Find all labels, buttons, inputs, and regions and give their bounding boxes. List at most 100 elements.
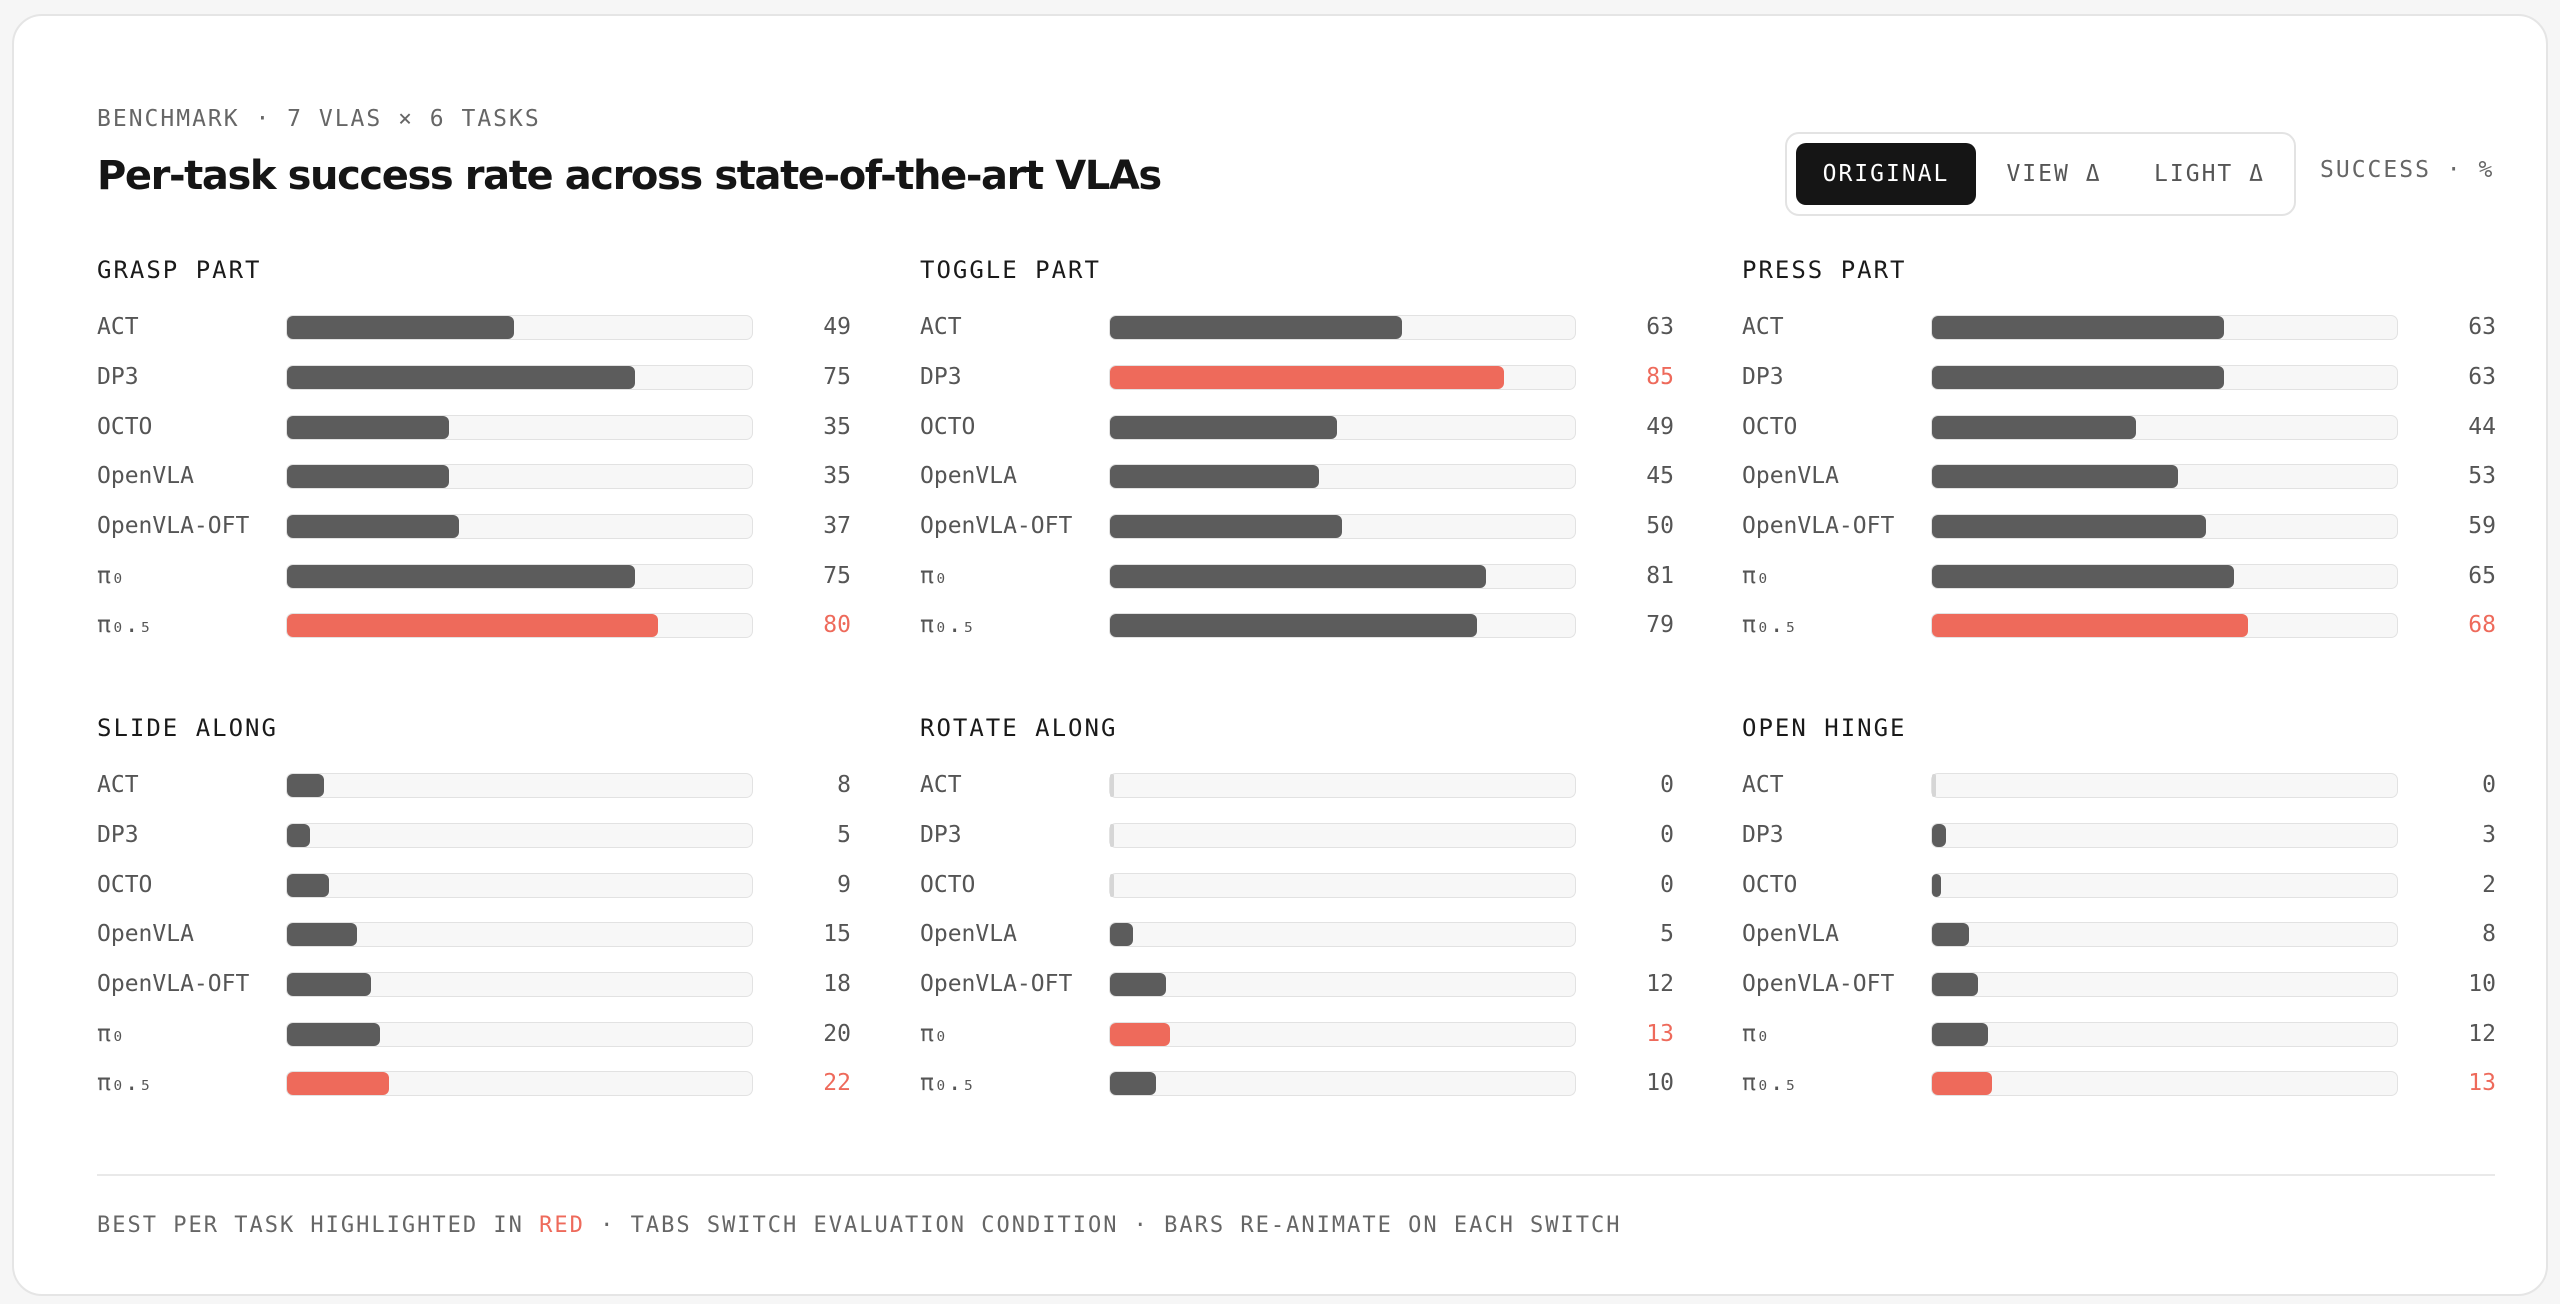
model-label: π₀ xyxy=(1742,563,1770,589)
bar-track xyxy=(1931,365,2398,390)
eyebrow-label: BENCHMARK · 7 VLAS × 6 TASKS xyxy=(97,106,541,132)
bar-row: OpenVLA 8 xyxy=(1742,919,2496,949)
bar-fill xyxy=(1932,366,2225,389)
footnote-highlight: RED xyxy=(539,1213,585,1238)
bar-fill xyxy=(1932,316,2225,339)
bar-track xyxy=(286,873,753,898)
bar-track xyxy=(286,1022,753,1047)
bar-track xyxy=(1931,613,2398,638)
bar-fill xyxy=(287,465,450,488)
bar-fill xyxy=(1110,774,1114,797)
bar-fill xyxy=(1110,416,1338,439)
footnote-text-rest: · TABS SWITCH EVALUATION CONDITION · BAR… xyxy=(584,1213,1622,1238)
bar-value-label: 59 xyxy=(2468,513,2496,539)
bar-row: DP3 63 xyxy=(1742,362,2496,392)
tab-view-delta[interactable]: VIEW Δ xyxy=(2006,161,2102,187)
model-label: OpenVLA xyxy=(920,921,1017,947)
model-label: ACT xyxy=(920,314,962,340)
bar-value-label: 44 xyxy=(2468,414,2496,440)
bar-track xyxy=(1931,464,2398,489)
bar-row: DP3 0 xyxy=(920,820,1674,850)
bar-value-label: 45 xyxy=(1646,463,1674,489)
model-label: ACT xyxy=(97,314,139,340)
bar-value-label: 49 xyxy=(1646,414,1674,440)
panel-title: GRASP PART xyxy=(97,256,262,284)
bar-value-label: 20 xyxy=(823,1021,851,1047)
model-label: π₀ xyxy=(920,563,948,589)
bar-value-label: 63 xyxy=(1646,314,1674,340)
bar-fill xyxy=(1932,614,2248,637)
model-label: OCTO xyxy=(920,414,976,440)
bar-value-label: 68 xyxy=(2468,612,2496,638)
tab-original[interactable]: ORIGINAL xyxy=(1796,143,1976,205)
model-label: ACT xyxy=(1742,772,1784,798)
bar-row: OCTO 0 xyxy=(920,870,1674,900)
bar-value-label: 37 xyxy=(823,513,851,539)
bar-fill xyxy=(287,366,635,389)
panel-title: PRESS PART xyxy=(1742,256,1907,284)
bar-fill xyxy=(1932,416,2137,439)
bar-row: DP3 3 xyxy=(1742,820,2496,850)
bar-row: OpenVLA 35 xyxy=(97,461,851,491)
task-panel: GRASP PART ACT 49 DP3 75 OCTO 35 OpenVLA 35 OpenV… xyxy=(97,256,851,656)
task-panel: SLIDE ALONG ACT 8 DP3 5 OCTO 9 OpenVLA 15 OpenVLA… xyxy=(97,714,851,1114)
bar-track xyxy=(1931,773,2398,798)
bar-track xyxy=(1109,365,1576,390)
bar-fill xyxy=(1932,465,2178,488)
benchmark-card: BENCHMARK · 7 VLAS × 6 TASKS Per-task su… xyxy=(12,14,2548,1296)
bar-row: OpenVLA 15 xyxy=(97,919,851,949)
model-label: OpenVLA xyxy=(920,463,1017,489)
bar-track xyxy=(1109,873,1576,898)
panel-title: SLIDE ALONG xyxy=(97,714,278,742)
bar-row: DP3 75 xyxy=(97,362,851,392)
model-label: OpenVLA-OFT xyxy=(1742,971,1895,997)
model-label: OpenVLA xyxy=(97,463,194,489)
condition-tabs: ORIGINAL VIEW Δ LIGHT Δ xyxy=(1785,132,2296,216)
model-label: π₀ xyxy=(920,1021,948,1047)
bar-value-label: 0 xyxy=(1660,872,1674,898)
panel-title: ROTATE ALONG xyxy=(920,714,1118,742)
bar-value-label: 50 xyxy=(1646,513,1674,539)
units-label: SUCCESS · % xyxy=(2320,157,2495,183)
bar-track xyxy=(286,773,753,798)
footnote: BEST PER TASK HIGHLIGHTED IN RED · TABS … xyxy=(97,1213,1622,1238)
bar-row: OCTO 9 xyxy=(97,870,851,900)
bar-track xyxy=(1931,1071,2398,1096)
bar-value-label: 12 xyxy=(2468,1021,2496,1047)
bar-track xyxy=(1109,823,1576,848)
model-label: OCTO xyxy=(97,414,153,440)
bar-track xyxy=(1109,415,1576,440)
bar-fill xyxy=(1932,1023,1988,1046)
bar-fill xyxy=(287,824,311,847)
tab-light-delta[interactable]: LIGHT Δ xyxy=(2154,161,2265,187)
bar-value-label: 15 xyxy=(823,921,851,947)
bar-value-label: 5 xyxy=(837,822,851,848)
bar-value-label: 18 xyxy=(823,971,851,997)
model-label: OpenVLA-OFT xyxy=(1742,513,1895,539)
bar-value-label: 13 xyxy=(1646,1021,1674,1047)
model-label: OpenVLA xyxy=(1742,463,1839,489)
bar-value-label: 53 xyxy=(2468,463,2496,489)
bar-track xyxy=(286,823,753,848)
bar-fill xyxy=(1110,923,1134,946)
bar-fill xyxy=(287,874,329,897)
bar-row: OpenVLA-OFT 10 xyxy=(1742,969,2496,999)
bar-row: π₀ 81 xyxy=(920,561,1674,591)
model-label: DP3 xyxy=(97,364,139,390)
bar-row: π₀ 20 xyxy=(97,1019,851,1049)
bar-row: DP3 85 xyxy=(920,362,1674,392)
page-title: Per-task success rate across state-of-th… xyxy=(97,153,1162,199)
bar-track xyxy=(1109,613,1576,638)
bar-value-label: 8 xyxy=(837,772,851,798)
bar-row: π₀.₅ 22 xyxy=(97,1068,851,1098)
model-label: DP3 xyxy=(1742,364,1784,390)
bar-value-label: 63 xyxy=(2468,314,2496,340)
bar-track xyxy=(1109,464,1576,489)
model-label: π₀.₅ xyxy=(1742,612,1798,638)
bar-track xyxy=(1109,922,1576,947)
model-label: OpenVLA xyxy=(97,921,194,947)
bar-row: OCTO 35 xyxy=(97,412,851,442)
bar-track xyxy=(286,1071,753,1096)
model-label: π₀ xyxy=(1742,1021,1770,1047)
bar-fill xyxy=(1110,824,1114,847)
